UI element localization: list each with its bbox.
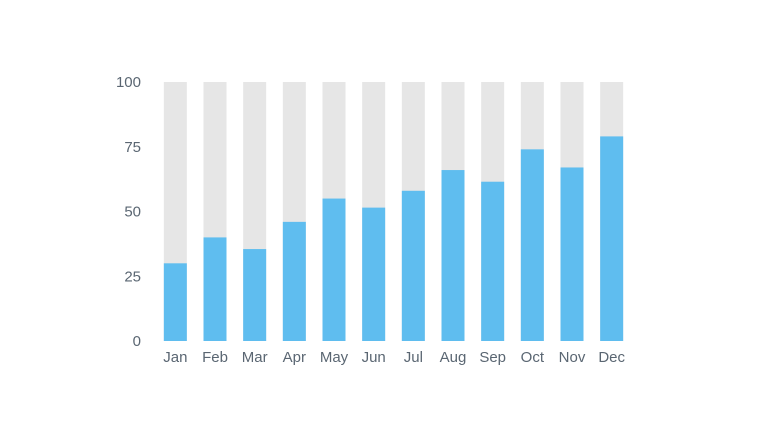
x-tick-label: Aug: [440, 349, 467, 366]
bar-jan: [163, 263, 187, 341]
bar-oct: [520, 149, 544, 341]
bar-nov: [560, 167, 584, 341]
bar-feb: [203, 237, 227, 341]
x-tick-label: Nov: [559, 349, 586, 366]
y-tick-label: 0: [133, 333, 141, 350]
bar-sep: [481, 181, 505, 341]
x-tick-label: Jan: [163, 349, 187, 366]
x-tick-label: Mar: [242, 349, 268, 366]
y-tick-label: 50: [124, 204, 141, 221]
x-tick-label: Apr: [283, 349, 306, 366]
bar-jul: [401, 190, 425, 341]
y-tick-label: 75: [124, 139, 141, 156]
bar-mar: [243, 249, 267, 341]
bar-apr: [282, 221, 306, 341]
x-tick-label: Dec: [598, 349, 625, 366]
y-tick-label: 25: [124, 268, 141, 285]
x-axis: Jan Feb Mar Apr May Jun Jul Aug Sep Oct Nov Dec: [163, 349, 625, 366]
bar-may: [322, 198, 346, 341]
bars: [163, 82, 624, 341]
x-tick-label: Jul: [404, 349, 423, 366]
y-tick-label: 100: [116, 74, 141, 91]
x-tick-label: Feb: [202, 349, 228, 366]
x-tick-label: Jun: [362, 349, 386, 366]
x-tick-label: Oct: [521, 349, 545, 366]
bar-aug: [441, 170, 465, 341]
x-tick-label: Sep: [479, 349, 506, 366]
bar-dec: [600, 136, 624, 341]
bar-jun: [362, 207, 386, 341]
y-axis: 0 25 50 75 100: [116, 74, 141, 350]
x-tick-label: May: [320, 349, 349, 366]
